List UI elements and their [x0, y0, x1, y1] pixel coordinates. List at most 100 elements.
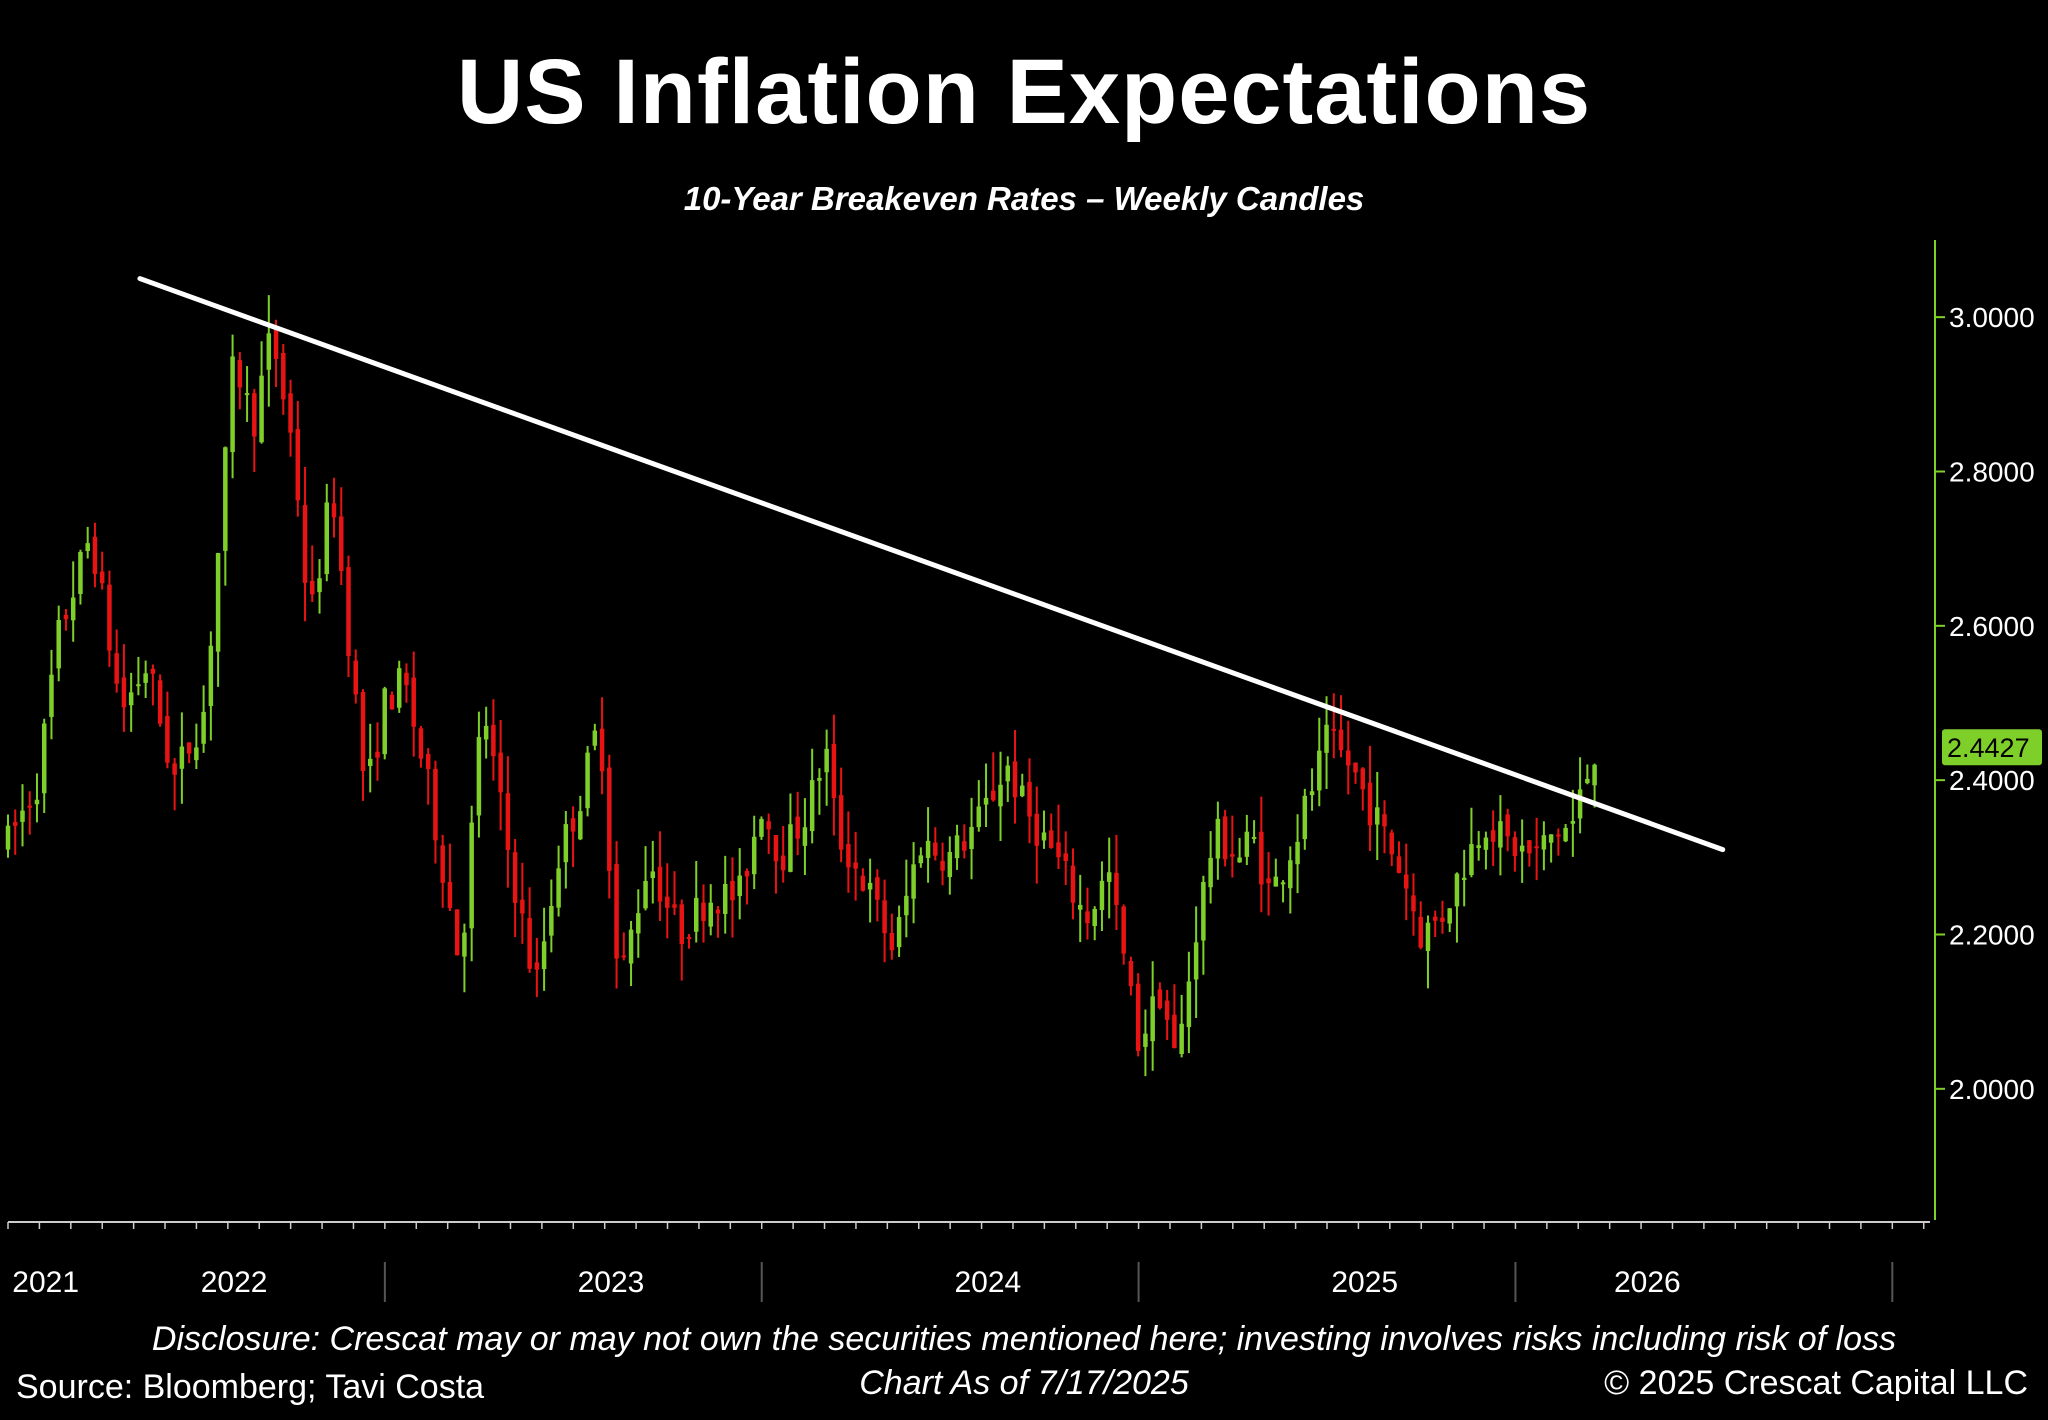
candle-body	[614, 863, 619, 959]
candle-body	[534, 962, 540, 970]
candle-body	[570, 818, 576, 832]
candle-body	[875, 877, 880, 900]
candle-body	[114, 653, 119, 684]
candle-body	[795, 816, 800, 839]
candles-layer	[5, 295, 1597, 1077]
candle-body	[244, 393, 250, 396]
candle-body	[954, 835, 960, 859]
candle-body	[998, 784, 1003, 807]
candle-body	[1092, 908, 1097, 927]
candle-body	[585, 752, 590, 809]
candle-body	[1389, 832, 1394, 855]
candle-body	[1288, 860, 1293, 889]
candle-body	[498, 752, 503, 793]
candle-body	[1411, 895, 1416, 912]
candle-body	[1592, 764, 1597, 786]
candle-body	[237, 360, 243, 388]
candle-body	[310, 580, 315, 595]
candle-body	[744, 870, 750, 877]
candle-body	[302, 505, 308, 583]
candle-body	[1447, 908, 1452, 924]
candle-body	[940, 860, 945, 871]
candle-body	[969, 826, 974, 850]
candle-body	[643, 881, 648, 909]
candle-body	[1208, 857, 1213, 888]
candle-body	[1570, 821, 1576, 824]
candle-body	[1005, 765, 1011, 782]
candle-body	[701, 902, 706, 922]
candle-body	[411, 677, 416, 727]
candle-body	[1505, 814, 1510, 837]
candle-body	[425, 753, 431, 769]
candle-body	[520, 899, 525, 914]
candle-body	[1469, 844, 1474, 875]
candle-body	[41, 723, 47, 794]
candle-body	[1440, 917, 1445, 922]
candle-body	[505, 793, 511, 850]
candle-body	[27, 805, 32, 808]
candle-body	[549, 906, 554, 936]
candle-body	[722, 884, 728, 914]
x-tick-label: 2026	[1614, 1266, 1681, 1299]
y-tick-label: 2.2000	[1949, 919, 2035, 950]
candle-body	[1041, 832, 1047, 841]
candle-body	[1244, 831, 1250, 857]
candle-body	[389, 694, 395, 710]
candle-body	[288, 393, 293, 433]
candle-body	[933, 842, 938, 856]
candle-body	[1360, 768, 1366, 790]
candle-body	[78, 551, 83, 595]
candle-body	[1302, 795, 1308, 840]
candle-body	[1099, 880, 1105, 911]
candle-body	[730, 880, 735, 901]
candle-body	[831, 743, 837, 799]
x-tick-label: 2021	[12, 1266, 79, 1299]
candle-body	[817, 777, 822, 781]
candle-body	[824, 748, 829, 773]
candle-body	[491, 724, 496, 757]
candle-body	[1186, 981, 1192, 1028]
candle-body	[607, 767, 612, 871]
candle-body	[788, 824, 793, 872]
last-value-badge: 2.4427	[1942, 729, 2042, 766]
candle-body	[1324, 724, 1329, 753]
candle-body	[172, 763, 177, 775]
candle-body	[1259, 831, 1264, 885]
candle-body	[650, 871, 656, 879]
candle-body	[1295, 841, 1300, 865]
candle-body	[121, 677, 127, 708]
candle-body	[1070, 865, 1076, 903]
candle-body	[759, 819, 764, 837]
candle-body	[346, 567, 351, 657]
candle-body	[273, 329, 279, 359]
candle-body	[694, 897, 699, 932]
x-axis: 2021 2022 2023 2024 2025 2026	[7, 1221, 1930, 1302]
candle-body	[375, 751, 380, 758]
candle-body	[462, 932, 467, 957]
candle-body	[404, 672, 409, 686]
candle-body	[165, 716, 170, 763]
candle-body	[860, 875, 866, 891]
candle-body	[382, 688, 387, 755]
candle-body	[1403, 874, 1409, 889]
candle-body	[737, 875, 742, 897]
candle-body	[230, 356, 235, 453]
candle-body	[1251, 836, 1257, 839]
candle-body	[925, 840, 931, 858]
candle-body	[512, 852, 518, 903]
candle-body	[679, 904, 685, 945]
candle-body	[1585, 778, 1590, 784]
candle-body	[1490, 830, 1496, 842]
candle-body	[49, 674, 54, 717]
candle-body	[1476, 845, 1481, 849]
candle-body	[1432, 916, 1438, 921]
last-value-label: 2.4427	[1947, 733, 2030, 763]
candle-body	[418, 728, 424, 759]
candle-body	[259, 375, 264, 443]
candle-body	[983, 797, 989, 805]
candle-body	[1273, 876, 1279, 887]
candle-body	[469, 822, 474, 929]
candle-body	[838, 795, 844, 850]
candle-body	[853, 862, 858, 869]
candle-body	[628, 929, 634, 964]
